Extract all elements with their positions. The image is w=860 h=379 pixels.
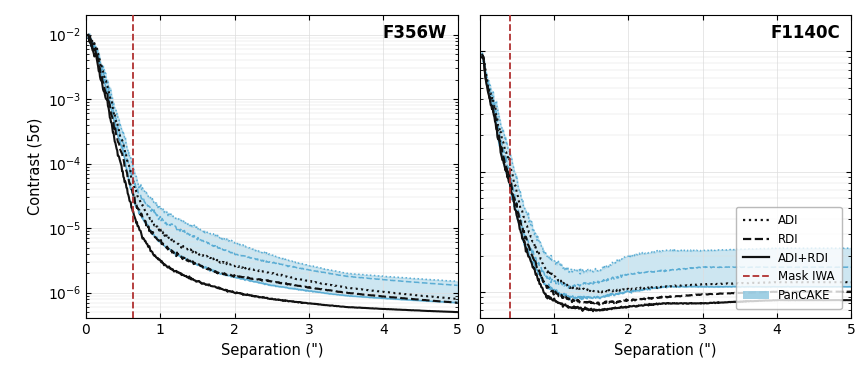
Text: F356W: F356W [382, 24, 446, 42]
X-axis label: Separation ("): Separation (") [614, 343, 717, 358]
Legend: ADI, RDI, ADI+RDI, Mask IWA, PanCAKE: ADI, RDI, ADI+RDI, Mask IWA, PanCAKE [735, 207, 842, 309]
Y-axis label: Contrast (5σ): Contrast (5σ) [27, 118, 42, 215]
X-axis label: Separation ("): Separation (") [220, 343, 323, 358]
Text: F1140C: F1140C [771, 24, 840, 42]
